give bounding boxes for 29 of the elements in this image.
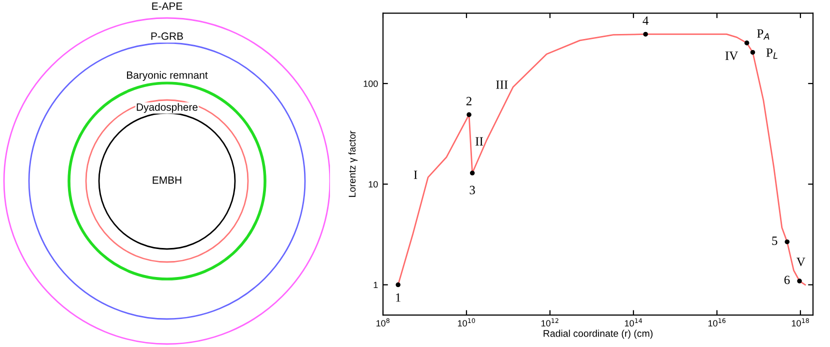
y-tick-label: 1	[374, 282, 378, 288]
annotation: 5	[772, 236, 778, 245]
x-axis-title: Radial coordinate (r) (cm)	[544, 330, 653, 339]
annotation: 1	[396, 293, 400, 302]
annotation: III	[496, 80, 508, 89]
x-tick-label: 10$^{10}$	[458, 318, 476, 326]
y-tick-label: 10	[368, 181, 378, 188]
text: Dyadosphere	[136, 103, 198, 113]
text: E-APE	[152, 2, 182, 10]
annotation: P$_{A}$	[757, 29, 770, 40]
annotation: 2	[466, 96, 472, 106]
text: Baryonic remnant	[127, 71, 208, 81]
annotation: I	[414, 170, 418, 179]
text: EMBH	[152, 176, 182, 184]
y-tick-label: 100	[364, 80, 378, 87]
x-tick-label: 10$^{12}$	[541, 318, 558, 326]
x-tick-label: 10$^{14}$	[624, 318, 642, 327]
annotation: IV	[725, 52, 738, 60]
y-axis-title: Lorentz γ factor	[348, 130, 358, 197]
annotation: II	[476, 137, 483, 146]
x-tick-label: 10$^{18}$	[792, 318, 809, 326]
annotation: V	[796, 258, 806, 266]
annotation: 3	[470, 186, 475, 194]
annotation: P$_{L}$	[766, 48, 778, 59]
x-tick-label: 10$^{8}$	[376, 318, 390, 326]
annotation: 4	[642, 16, 648, 25]
text: P-GRB	[151, 32, 183, 40]
annotation: 6	[784, 276, 790, 284]
x-tick-label: 10$^{16}$	[708, 318, 726, 326]
